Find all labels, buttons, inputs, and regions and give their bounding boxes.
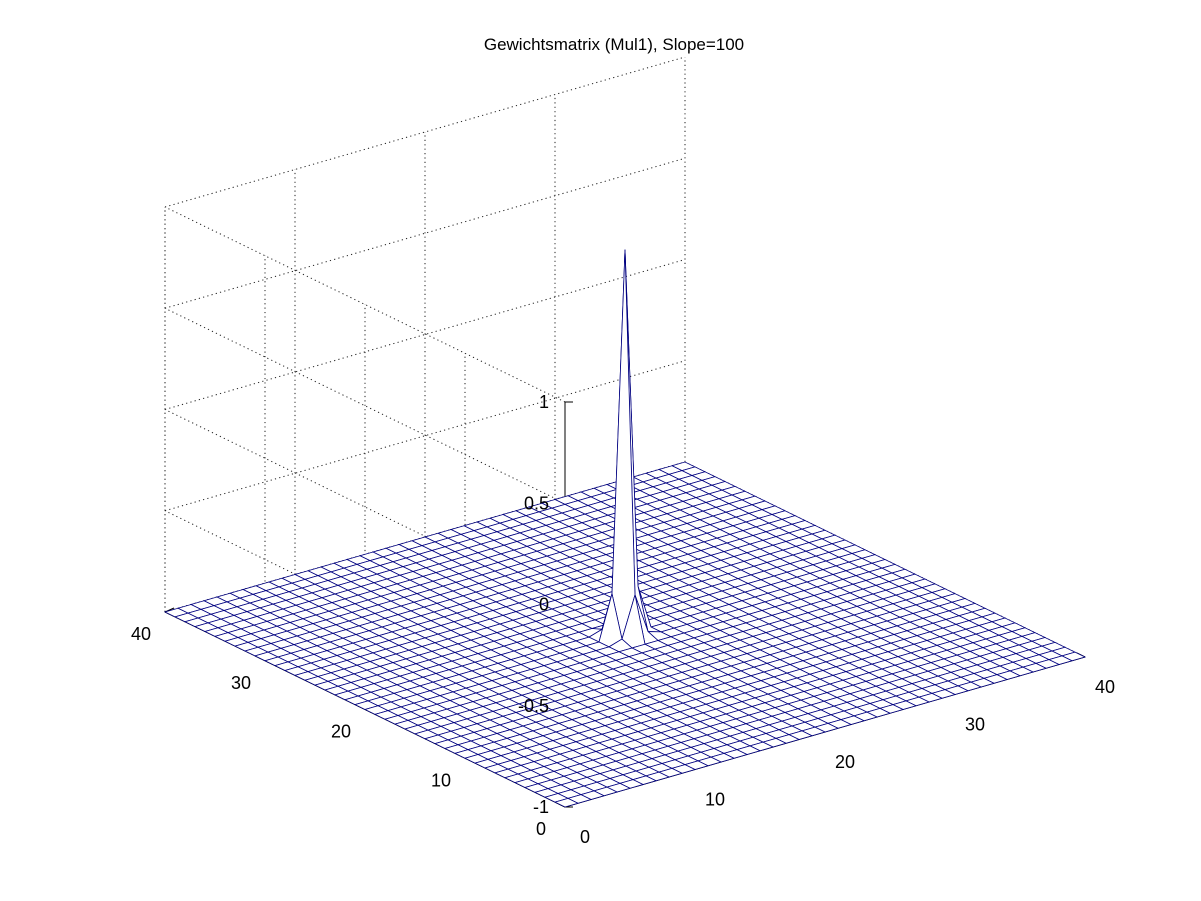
z-tick-label: 1 xyxy=(539,392,549,412)
y-tick-label: 20 xyxy=(331,722,351,742)
y-tick-label: 10 xyxy=(431,770,451,790)
x-tick-label: 0 xyxy=(580,827,590,847)
y-tick-label: 40 xyxy=(131,624,151,644)
y-tick-label: 30 xyxy=(231,673,251,693)
x-tick-label: 30 xyxy=(965,715,985,735)
z-tick-label: -0.5 xyxy=(518,696,549,716)
chart-title: Gewichtsmatrix (Mul1), Slope=100 xyxy=(484,35,744,54)
z-tick-label: 0.5 xyxy=(524,493,549,513)
x-tick-label: 40 xyxy=(1095,677,1115,697)
z-tick-label: -1 xyxy=(533,797,549,817)
surface-cell xyxy=(553,797,580,808)
y-tick-label: 0 xyxy=(536,819,546,839)
x-tick-label: 20 xyxy=(835,752,855,772)
surface-mesh xyxy=(163,249,1087,808)
x-tick-label: 10 xyxy=(705,790,725,810)
z-tick-label: 0 xyxy=(539,595,549,615)
